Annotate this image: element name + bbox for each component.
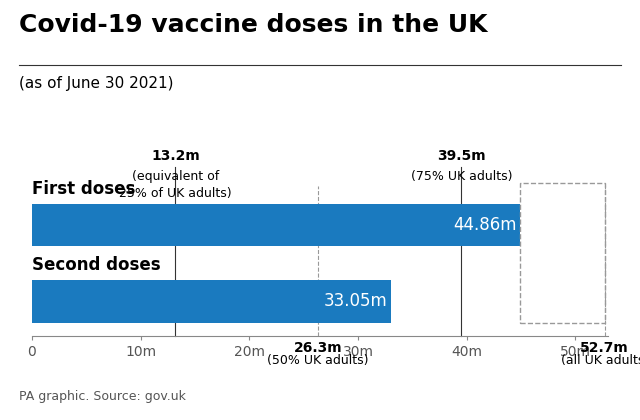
Text: 13.2m: 13.2m [151,150,200,163]
Text: 44.86m: 44.86m [452,216,516,234]
Bar [32,281,391,323]
Text: 39.5m: 39.5m [437,150,486,163]
Text: 33.05m: 33.05m [324,292,388,310]
Bar [520,183,605,323]
Bar [32,204,520,246]
Text: (75% UK adults): (75% UK adults) [410,170,512,183]
Text: First doses: First doses [32,180,136,197]
Text: (equivalent of
25% of UK adults): (equivalent of 25% of UK adults) [119,170,232,200]
Text: (as of June 30 2021): (as of June 30 2021) [19,76,173,91]
Text: Second doses: Second doses [32,256,161,274]
Text: 26.3m: 26.3m [294,341,342,355]
Text: (50% UK adults): (50% UK adults) [267,354,369,367]
Text: (all UK adults): (all UK adults) [561,354,640,367]
Text: PA graphic. Source: gov.uk: PA graphic. Source: gov.uk [19,390,186,403]
Text: 52.7m: 52.7m [580,341,629,355]
Text: Covid-19 vaccine doses in the UK: Covid-19 vaccine doses in the UK [19,13,488,37]
